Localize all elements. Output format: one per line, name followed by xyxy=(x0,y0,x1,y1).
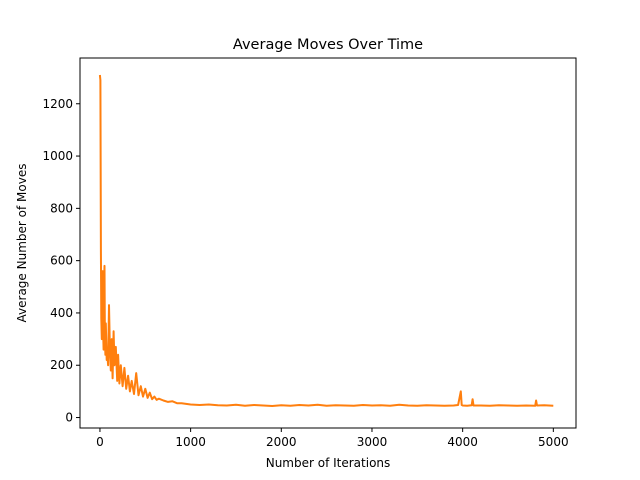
x-tick-label: 3000 xyxy=(357,435,388,449)
x-axis-label: Number of Iterations xyxy=(266,456,391,470)
plot-frame xyxy=(79,57,577,429)
y-tick-label: 0 xyxy=(65,411,73,425)
y-tick-label: 800 xyxy=(50,201,73,215)
x-tick-label: 1000 xyxy=(175,435,206,449)
x-tick-label: 5000 xyxy=(538,435,569,449)
y-tick-label: 200 xyxy=(50,358,73,372)
y-axis-label: Average Number of Moves xyxy=(15,164,29,323)
y-tick-label: 1000 xyxy=(42,149,73,163)
plot-area xyxy=(98,74,554,407)
x-axis: 0 1000 2000 3000 4000 5000 xyxy=(96,428,569,449)
y-axis: 0 200 400 600 800 1000 1200 xyxy=(42,97,80,425)
chart-title: Average Moves Over Time xyxy=(233,37,423,53)
x-tick-label: 4000 xyxy=(447,435,478,449)
x-tick-label: 0 xyxy=(96,435,104,449)
series-line xyxy=(98,74,554,407)
y-tick-label: 600 xyxy=(50,254,73,268)
y-tick-label: 1200 xyxy=(42,97,73,111)
y-tick-label: 400 xyxy=(50,306,73,320)
x-tick-label: 2000 xyxy=(266,435,297,449)
